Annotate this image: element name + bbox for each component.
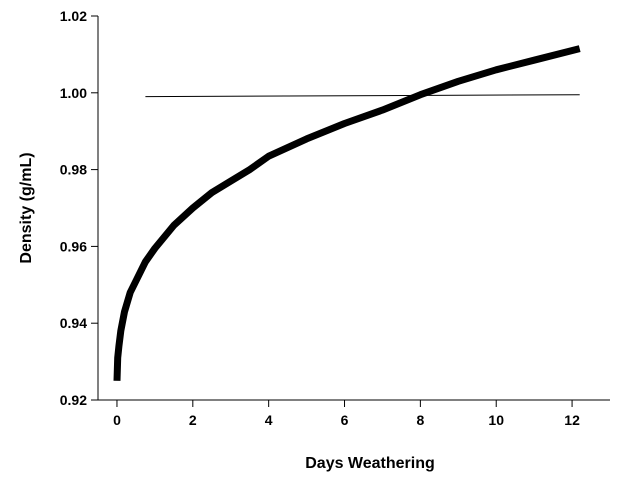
labels: Days Weathering Density (g/mL) 0.92 0.94 0… [18, 8, 580, 472]
y-axis-title: Density (g/mL) [18, 152, 35, 263]
x-tick-label: 2 [189, 412, 197, 428]
x-tick-label: 0 [113, 412, 121, 428]
x-tick-label: 10 [488, 412, 504, 428]
series-layer [113, 45, 581, 381]
y-tick-label: 0.96 [60, 238, 87, 254]
y-tick-label: 0.94 [60, 315, 87, 331]
y-tick-label: 1.02 [60, 8, 87, 24]
reference-line [145, 94, 580, 98]
x-tick-label: 4 [265, 412, 273, 428]
density-curve-line [113, 45, 581, 381]
y-tick-label: 1.00 [60, 85, 87, 101]
x-axis-title: Days Weathering [305, 455, 435, 472]
x-tick-label: 8 [416, 412, 424, 428]
x-tick-label: 12 [564, 412, 580, 428]
y-tick-label: 0.98 [60, 162, 87, 178]
y-tick-label: 0.92 [60, 392, 87, 408]
axes [91, 15, 610, 407]
x-tick-label: 6 [341, 412, 349, 428]
